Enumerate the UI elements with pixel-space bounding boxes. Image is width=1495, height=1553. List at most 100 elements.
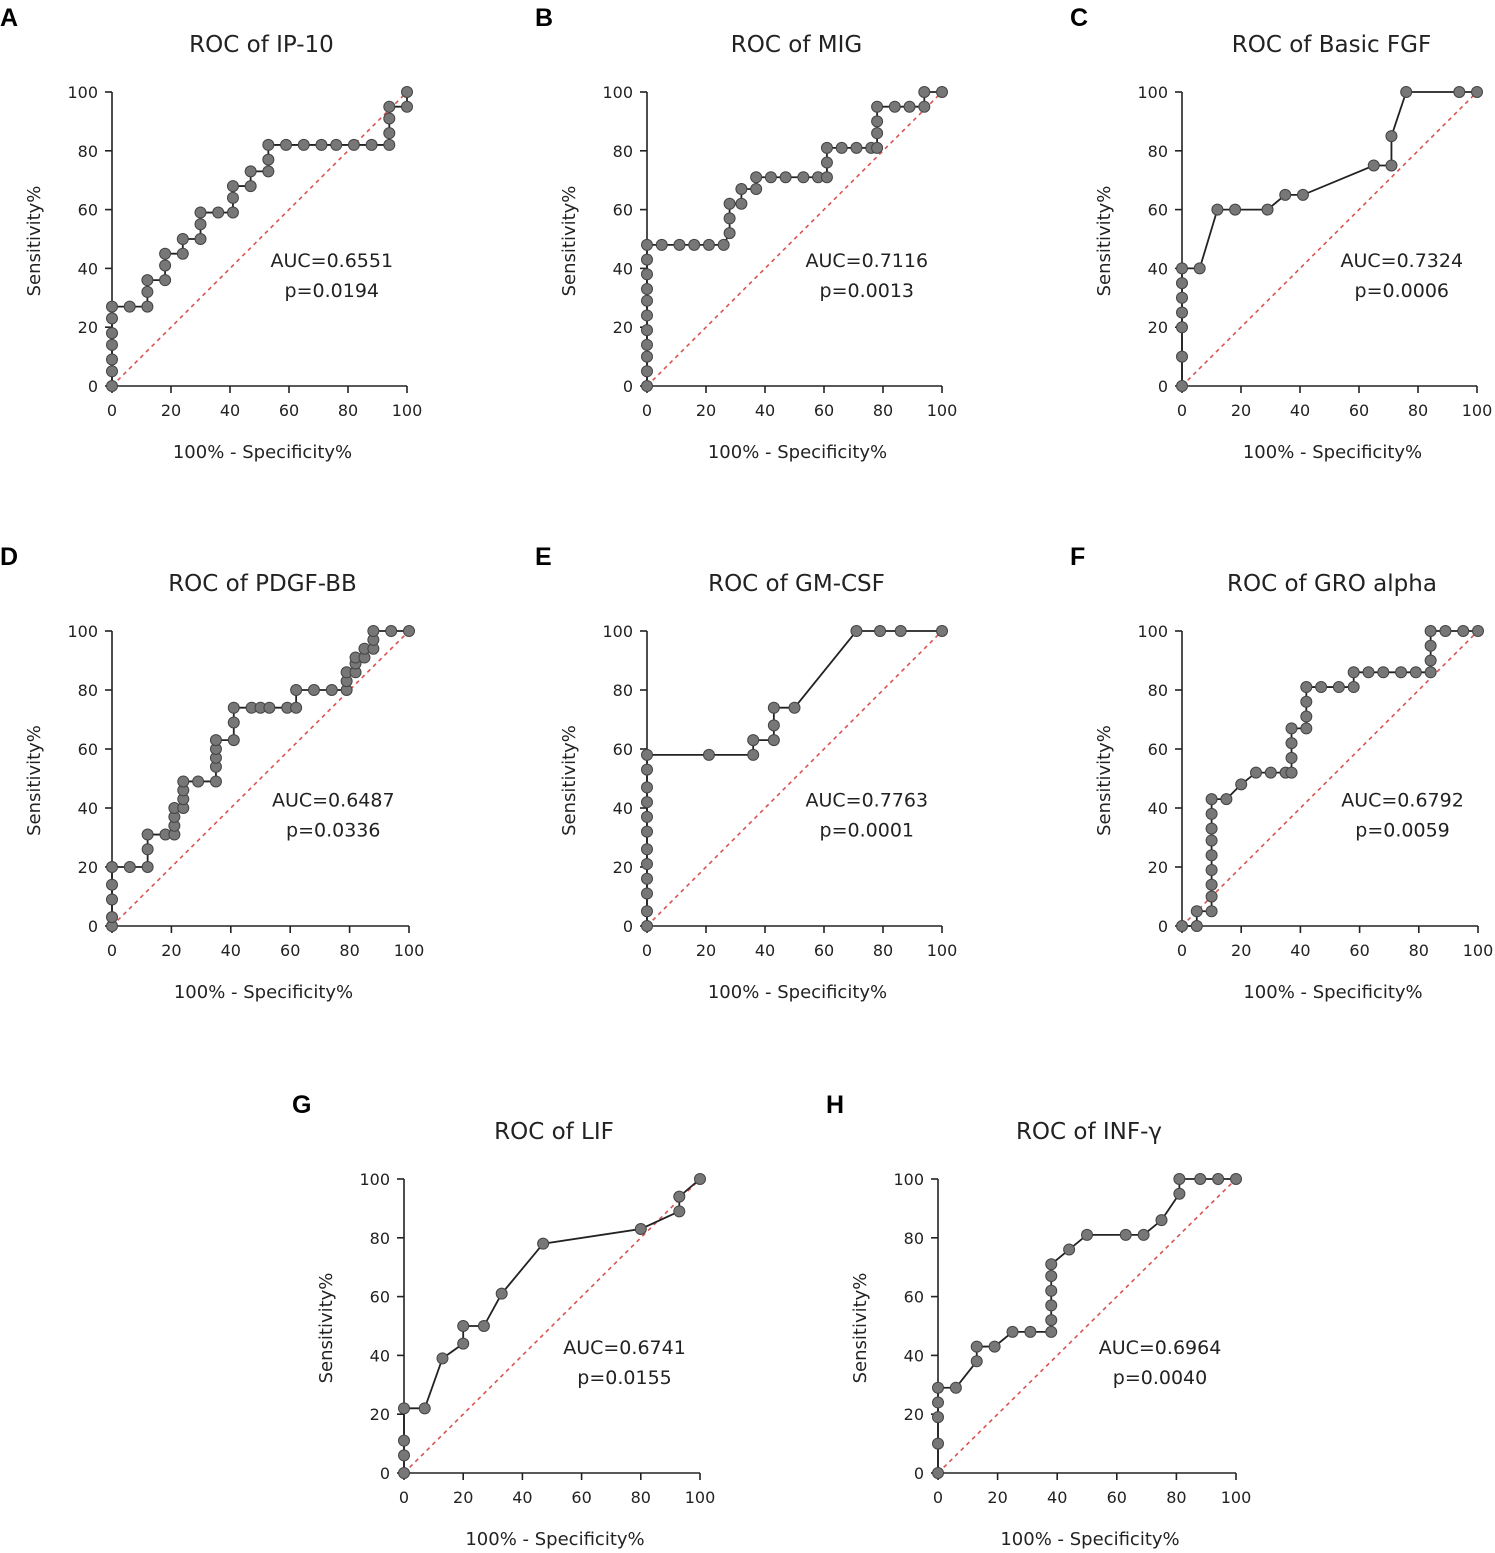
y-tick-label: 100 — [1137, 622, 1168, 641]
panel-title: ROC of LIF — [494, 1119, 614, 1145]
roc-point — [176, 233, 189, 245]
roc-point — [1400, 86, 1413, 98]
roc-point — [797, 171, 810, 184]
roc-point — [1190, 920, 1203, 932]
panel-title: ROC of INF-γ — [1016, 1119, 1162, 1145]
roc-point — [1063, 1243, 1076, 1256]
roc-point — [367, 625, 380, 637]
x-tick-label: 40 — [755, 401, 775, 420]
roc-point — [1347, 681, 1360, 694]
x-tick-label: 0 — [399, 1488, 409, 1507]
roc-point — [750, 183, 763, 196]
x-tick-label: 60 — [279, 401, 299, 420]
panel-letter: D — [0, 543, 18, 571]
roc-point — [385, 625, 398, 637]
x-tick-label: 0 — [642, 941, 652, 960]
roc-panel-f: F ROC of GRO alpha 00 20 20 40 40 60 60 80 80 100 10… — [1070, 543, 1493, 1003]
y-axis-title: Sensitivity% — [559, 725, 580, 836]
x-tick-label: 80 — [339, 941, 359, 960]
roc-point — [280, 138, 293, 151]
x-tick-label: 20 — [1231, 401, 1251, 420]
y-tick-label: 80 — [78, 681, 98, 700]
roc-point — [106, 893, 118, 906]
x-tick-label: 100 — [1462, 401, 1493, 420]
roc-point — [290, 701, 303, 714]
x-tick-label: 100 — [394, 941, 425, 960]
x-tick-label: 60 — [280, 941, 300, 960]
y-tick-label: 20 — [613, 858, 633, 877]
roc-point — [212, 206, 225, 219]
roc-point — [1190, 905, 1203, 918]
y-tick-label: 80 — [904, 1229, 924, 1248]
auc-label: AUC=0.7116 — [805, 250, 928, 272]
y-tick-label: 0 — [380, 1464, 390, 1483]
roc-point — [932, 1411, 944, 1424]
roc-point — [1315, 681, 1328, 694]
roc-point — [403, 625, 415, 637]
y-tick-label: 60 — [78, 740, 98, 759]
roc-point — [1229, 203, 1242, 216]
p-value-label: p=0.0059 — [1355, 820, 1449, 842]
y-tick-label: 40 — [613, 259, 633, 278]
roc-point — [641, 253, 653, 266]
roc-point — [1205, 807, 1218, 820]
roc-point — [141, 285, 154, 298]
roc-point — [936, 86, 948, 98]
y-tick-label: 0 — [1158, 917, 1168, 936]
roc-point — [262, 165, 275, 178]
panel-letter: A — [0, 4, 18, 32]
roc-point — [735, 183, 748, 196]
x-tick-label: 40 — [512, 1488, 532, 1507]
panel-title: ROC of PDGF-BB — [168, 571, 357, 597]
roc-point — [194, 233, 207, 245]
auc-label: AUC=0.7763 — [805, 790, 928, 812]
roc-point — [641, 920, 653, 932]
roc-point — [1045, 1270, 1058, 1283]
roc-point — [1424, 625, 1437, 637]
roc-point — [1211, 203, 1224, 216]
x-tick-label: 60 — [1107, 1488, 1127, 1507]
roc-point — [903, 100, 916, 113]
x-tick-label: 60 — [1349, 401, 1369, 420]
roc-point — [1424, 639, 1437, 652]
x-tick-label: 20 — [1231, 941, 1251, 960]
roc-point — [1176, 321, 1188, 334]
panel-letter: B — [535, 4, 553, 32]
roc-point — [1176, 920, 1188, 932]
roc-point — [307, 684, 320, 696]
roc-point — [1285, 751, 1298, 764]
y-tick-label: 20 — [370, 1405, 390, 1424]
roc-point — [1205, 849, 1218, 862]
roc-point — [1296, 188, 1309, 201]
roc-point — [226, 206, 239, 219]
roc-point — [1457, 625, 1470, 637]
roc-point — [767, 701, 780, 714]
roc-point — [209, 775, 222, 788]
roc-point — [747, 734, 760, 747]
roc-point — [655, 238, 668, 251]
roc-point — [1471, 86, 1483, 98]
roc-point — [750, 171, 763, 184]
roc-panel-a: A ROC of IP-10 00 20 20 40 40 60 60 80 80 100 100 100… — [0, 4, 422, 463]
roc-point — [1045, 1325, 1058, 1338]
y-tick-label: 100 — [67, 622, 98, 641]
y-tick-label: 0 — [623, 377, 633, 396]
roc-point — [932, 1381, 944, 1394]
y-tick-label: 40 — [78, 799, 98, 818]
roc-point — [1205, 822, 1218, 835]
roc-point — [702, 238, 715, 251]
roc-point — [315, 138, 328, 151]
roc-point — [1285, 722, 1298, 735]
roc-point — [106, 380, 118, 392]
roc-point — [1194, 1173, 1207, 1185]
roc-point — [1205, 863, 1218, 876]
roc-point — [106, 878, 118, 891]
roc-point — [641, 843, 653, 856]
x-axis-title: 100% - Specificity% — [1000, 1529, 1179, 1550]
x-tick-label: 0 — [107, 941, 117, 960]
y-tick-label: 20 — [1148, 318, 1168, 337]
roc-point — [1212, 1173, 1225, 1185]
y-tick-label: 40 — [370, 1346, 390, 1365]
roc-point — [949, 1381, 962, 1394]
roc-point — [641, 294, 653, 307]
